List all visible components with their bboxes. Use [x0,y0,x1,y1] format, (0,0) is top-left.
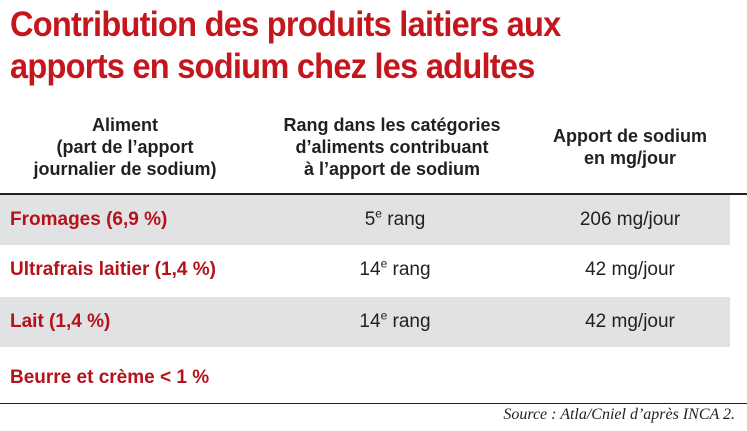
page-title: Contribution des produits laitiers aux a… [10,4,689,88]
title-line-2: apports en sodium chez les adultes [10,47,535,86]
header-aliment-line: journalier de sodium) [33,159,217,179]
food-cell: Beurre et crème < 1 % [10,367,210,388]
header-apport-line: en mg/jour [583,148,676,168]
food-cell: Lait (1,4 %) [10,311,111,332]
table-top-rule [0,193,747,195]
header-aliment: Aliment (part de l’apport journalier de … [10,114,240,180]
header-rang: Rang dans les catégories d’aliments cont… [262,114,522,180]
table-row: Ultrafrais laitier (1,4 %) 14e rang 42 m… [0,245,730,295]
header-rang-line: Rang dans les catégories [283,115,501,135]
header-rang-line: à l’apport de sodium [303,159,481,179]
source-note: Source : Atla/Cniel d’après INCA 2. [503,406,735,423]
table-row: Beurre et crème < 1 % [0,353,730,403]
header-aliment-line: (part de l’apport [56,137,194,157]
food-cell: Fromages (6,9 %) [10,209,168,230]
table-bottom-rule [0,403,747,404]
table-row: Fromages (6,9 %) 5e rang 206 mg/jour [0,195,730,245]
header-apport-line: Apport de sodium [553,126,707,146]
amount-cell: 42 mg/jour [585,259,675,280]
header-rang-line: d’aliments contribuant [295,137,489,157]
header-apport: Apport de sodium en mg/jour [530,125,730,169]
title-line-1: Contribution des produits laitiers aux [10,5,561,44]
table-row: Lait (1,4 %) 14e rang 42 mg/jour [0,297,730,347]
rank-cell: 14e rang [359,308,431,332]
rank-cell: 5e rang [364,206,426,230]
amount-cell: 206 mg/jour [579,209,681,230]
header-aliment-line: Aliment [91,115,158,135]
amount-cell: 42 mg/jour [585,311,675,332]
food-cell: Ultrafrais laitier (1,4 %) [10,259,216,280]
rank-cell: 14e rang [359,256,431,280]
